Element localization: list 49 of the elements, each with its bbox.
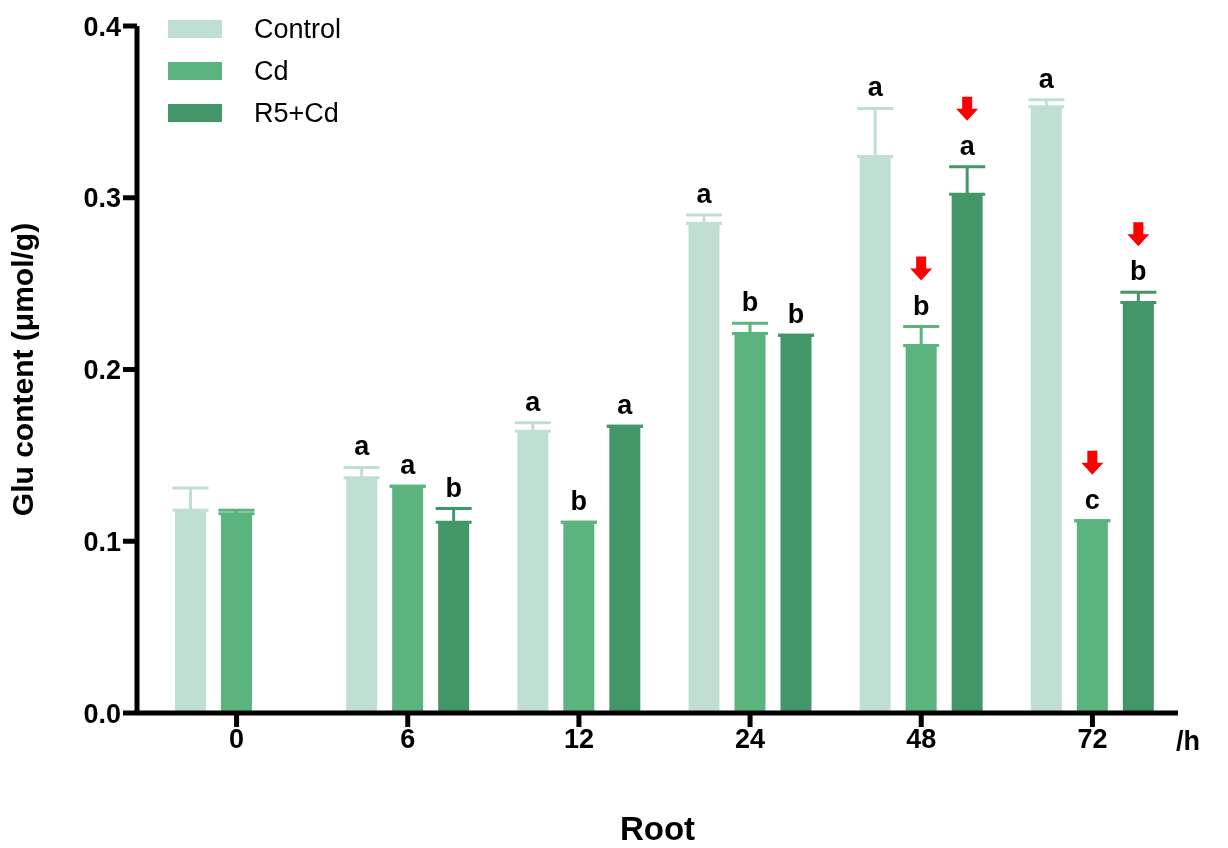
data-label: b [570,486,588,517]
bar [609,426,641,713]
data-label: b [1130,256,1147,287]
bar [734,333,766,713]
bar [221,513,252,713]
x-tick-label: 72 [1077,724,1108,755]
text: /h [1176,726,1200,757]
bar [1076,520,1108,713]
bar [175,510,206,713]
data-label: a [525,386,542,417]
data-label: c [1084,484,1100,515]
y-tick-label: 0.4 [83,11,121,42]
bar [780,335,812,713]
y-axis-title: Glu content (μmol/g) [5,222,39,517]
data-label: b [787,299,805,330]
x-tick-label: 48 [906,724,937,755]
bar [905,345,937,713]
bar [517,431,549,713]
x-axis-title: Root [619,810,696,847]
bar [392,486,424,713]
bar [563,522,595,713]
bar [438,522,470,713]
x-tick-label: 6 [400,724,416,755]
data-label: a [867,72,884,103]
bar [688,223,720,713]
legend-label: Cd [254,55,289,87]
data-label: a [959,130,976,161]
x-tick-label: 12 [563,724,594,755]
data-label: a [1038,63,1055,94]
bar [346,477,378,713]
bar [1122,302,1154,713]
legend-label: Control [254,13,342,45]
data-label: a [400,450,417,481]
y-tick-label: 0.0 [83,698,121,729]
bar [859,156,891,713]
y-tick-label: 0.2 [83,355,121,386]
bar [951,194,983,713]
bar [1030,106,1062,713]
data-label: a [696,178,713,209]
data-label: b [741,287,759,318]
data-label: a [617,390,634,421]
data-label: a [354,431,371,462]
x-tick-label: 24 [735,724,766,755]
y-tick-label: 0.3 [83,183,121,214]
data-label: b [912,290,930,321]
y-tick-label: 0.1 [83,526,121,557]
legend-label: R5+Cd [254,97,339,129]
x-tick-label: 0 [229,724,245,755]
data-label: b [445,472,462,503]
